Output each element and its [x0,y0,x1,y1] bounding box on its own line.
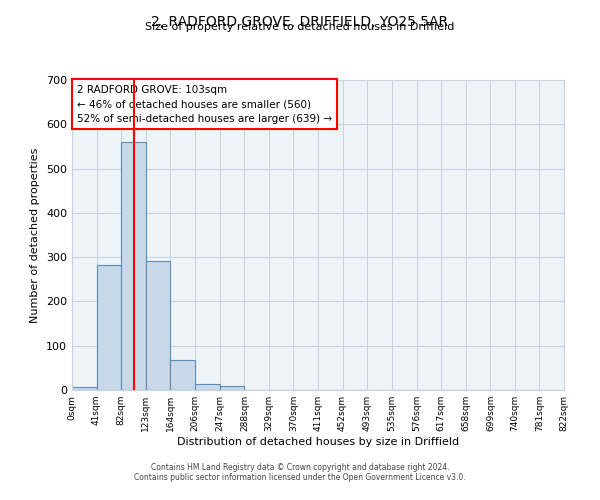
Bar [72,387,97,390]
Text: Contains HM Land Registry data © Crown copyright and database right 2024.: Contains HM Land Registry data © Crown c… [151,464,449,472]
Bar [97,265,121,390]
Text: Contains public sector information licensed under the Open Government Licence v3: Contains public sector information licen… [134,474,466,482]
X-axis label: Distribution of detached houses by size in Driffield: Distribution of detached houses by size … [177,437,459,447]
Y-axis label: Number of detached properties: Number of detached properties [31,148,40,322]
Text: 2 RADFORD GROVE: 103sqm
← 46% of detached houses are smaller (560)
52% of semi-d: 2 RADFORD GROVE: 103sqm ← 46% of detache… [77,84,332,124]
Bar [195,384,220,390]
Bar [170,360,195,390]
Bar [121,142,146,390]
Text: 2, RADFORD GROVE, DRIFFIELD, YO25 5AR: 2, RADFORD GROVE, DRIFFIELD, YO25 5AR [151,15,449,29]
Text: Size of property relative to detached houses in Driffield: Size of property relative to detached ho… [145,22,455,32]
Bar [146,261,170,390]
Bar [220,386,244,390]
